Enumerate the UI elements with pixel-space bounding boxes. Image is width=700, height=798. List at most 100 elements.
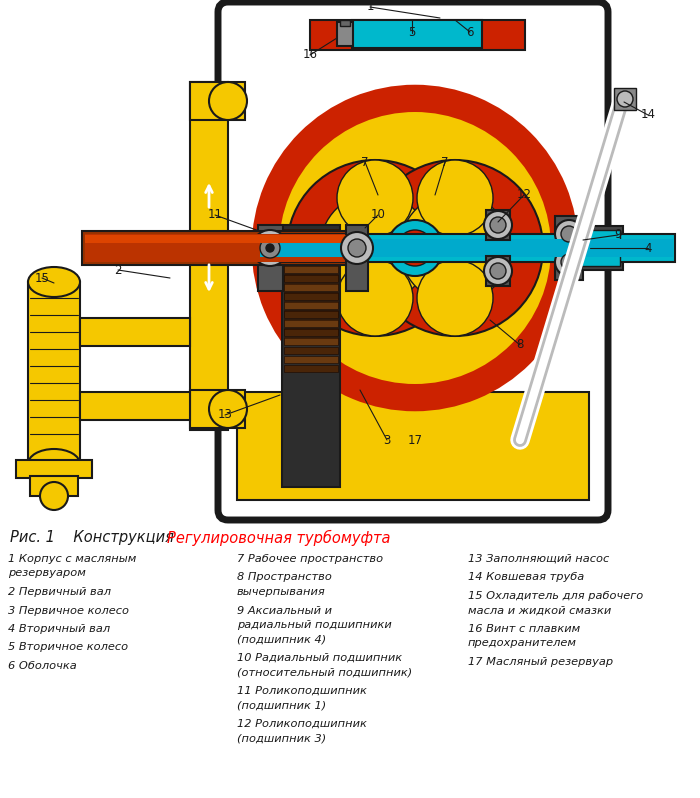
Text: предохранителем: предохранителем [468,638,577,649]
Text: 12: 12 [517,188,531,202]
Text: (относительный подшипник): (относительный подшипник) [237,667,412,678]
Text: 8 Пространство: 8 Пространство [237,572,332,583]
Bar [16,460,92,478]
Text: 10: 10 [370,208,386,222]
Bar [284,338,338,345]
Bar [284,229,338,236]
Text: 2 Первичный вал: 2 Первичный вал [8,587,111,597]
Bar [284,274,338,281]
Text: 9 Аксиальный и: 9 Аксиальный и [237,606,332,615]
Text: 15: 15 [34,271,50,285]
Text: 12 Роликоподшипник: 12 Роликоподшипник [237,719,367,729]
Circle shape [320,193,430,303]
Bar [284,256,338,263]
Circle shape [260,238,280,258]
Bar [30,476,78,496]
Circle shape [209,390,247,428]
Bar [82,231,352,265]
Bar [237,392,589,500]
Text: (подшипник 3): (подшипник 3) [237,733,326,744]
Text: 9: 9 [615,228,622,242]
Text: 6: 6 [466,26,474,38]
Circle shape [561,254,577,270]
Bar [284,265,338,272]
Bar [284,292,338,299]
Text: 13 Заполняющий насос: 13 Заполняющий насос [468,554,609,564]
Bar [284,301,338,308]
Text: 7: 7 [361,156,369,168]
Text: 7 Рабочее пространство: 7 Рабочее пространство [237,554,383,564]
Bar [284,310,338,317]
Text: 13: 13 [218,409,232,421]
Bar [85,234,350,262]
Bar [282,231,340,265]
Bar [284,337,338,344]
Bar [284,320,338,327]
Circle shape [617,91,633,107]
FancyBboxPatch shape [218,2,608,520]
Text: 14 Ковшевая труба: 14 Ковшевая труба [468,572,584,583]
Circle shape [266,244,274,252]
Text: 3 Первичное колесо: 3 Первичное колесо [8,606,129,615]
Bar [578,230,620,266]
Text: радиальный подшипники: радиальный подшипники [237,620,392,630]
Circle shape [400,193,510,303]
Circle shape [397,230,433,266]
Bar [340,20,350,26]
Text: Регулировочная турбомуфта: Регулировочная турбомуфта [167,530,391,546]
Circle shape [387,220,443,276]
Text: Рис. 1    Конструкция: Рис. 1 Конструкция [10,530,178,545]
Circle shape [209,82,247,120]
Bar [486,210,510,240]
Text: вычерпывания: вычерпывания [237,587,326,597]
Text: 5: 5 [408,26,416,39]
Bar [284,275,338,282]
Bar [284,329,338,336]
Text: 1 Корпус с масляным: 1 Корпус с масляным [8,554,136,564]
Bar [284,293,338,300]
Bar [28,282,80,464]
Bar [284,238,338,245]
Ellipse shape [28,449,80,479]
Text: 11: 11 [207,208,223,222]
Text: (подшипник 4): (подшипник 4) [237,634,326,645]
Text: 16: 16 [302,49,318,61]
Bar [614,88,636,110]
Circle shape [417,160,493,236]
Text: 7: 7 [441,156,449,168]
Bar [284,247,338,254]
Bar [310,20,525,50]
Bar [284,266,338,273]
Text: 2: 2 [114,263,122,276]
Text: (подшипник 1): (подшипник 1) [237,701,326,710]
Circle shape [40,482,68,510]
Bar [555,216,583,280]
Bar [583,239,673,257]
Bar [260,234,600,262]
Bar [352,20,482,48]
Text: 11 Роликоподшипник: 11 Роликоподшипник [237,686,367,696]
Text: 4 Вторичный вал: 4 Вторичный вал [8,624,110,634]
Text: 5 Вторичное колесо: 5 Вторичное колесо [8,642,128,653]
Bar [80,318,190,346]
Bar [258,225,283,291]
Text: резервуаром: резервуаром [8,568,86,579]
Bar [284,356,338,363]
Text: 17 Масляный резервуар: 17 Масляный резервуар [468,657,613,667]
Bar [284,302,338,309]
Bar [284,319,338,326]
Ellipse shape [28,267,80,297]
Bar [282,225,340,487]
Bar [284,365,338,372]
Bar [190,390,245,428]
Circle shape [287,160,463,336]
Text: 8: 8 [517,338,524,351]
Circle shape [279,112,551,384]
Circle shape [484,257,512,285]
Bar [80,392,190,420]
Text: масла и жидкой смазки: масла и жидкой смазки [468,606,611,615]
Text: 15 Охладитель для рабочего: 15 Охладитель для рабочего [468,591,643,601]
Text: 6 Оболочка: 6 Оболочка [8,661,77,671]
Circle shape [367,160,543,336]
Bar [337,22,353,46]
